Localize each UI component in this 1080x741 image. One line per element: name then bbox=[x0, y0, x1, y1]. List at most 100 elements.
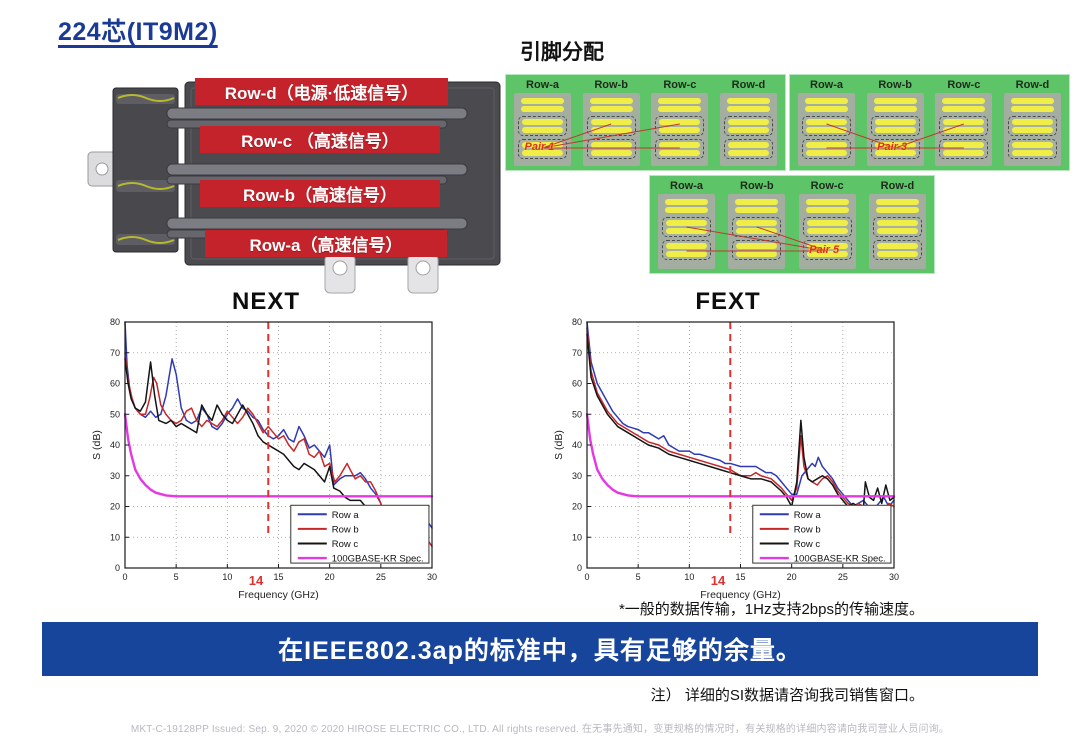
pin-bar bbox=[666, 251, 707, 257]
legend-label: 100GBASE-KR Spec. bbox=[332, 554, 424, 565]
pin-strip bbox=[651, 93, 709, 166]
x-tick-label: 25 bbox=[376, 572, 386, 582]
pin-bar bbox=[736, 243, 778, 249]
pin-pair-box bbox=[723, 116, 773, 136]
pin-panel-pair-5: Row-a Row-b Row-c Row-d Pair 5 bbox=[649, 175, 935, 274]
pin-bar bbox=[806, 220, 848, 226]
pin-bar bbox=[659, 150, 701, 156]
y-axis-label: S (dB) bbox=[91, 430, 103, 460]
pin-pair-box bbox=[872, 240, 922, 260]
pin-bar bbox=[876, 220, 918, 226]
pin-bar bbox=[806, 119, 847, 125]
y-tick-label: 50 bbox=[110, 409, 120, 419]
pin-bar bbox=[590, 142, 632, 148]
legend-label: Row c bbox=[332, 539, 359, 550]
pin-column-label: Row-a bbox=[810, 79, 843, 91]
pin-bar bbox=[806, 127, 847, 133]
pin-bar bbox=[521, 98, 564, 104]
pin-pair-box bbox=[939, 139, 989, 159]
pin-bar bbox=[522, 127, 563, 133]
pin-bar bbox=[1011, 119, 1053, 125]
pin-pair-box bbox=[732, 217, 782, 237]
legend-label: Row b bbox=[332, 524, 359, 535]
pin-strip bbox=[582, 93, 640, 166]
pin-bar bbox=[1011, 127, 1053, 133]
pin-bar bbox=[727, 142, 769, 148]
pin-bar bbox=[727, 150, 769, 156]
pair-label: Pair 3 bbox=[877, 141, 908, 153]
x-tick-label: 0 bbox=[584, 572, 589, 582]
pin-top-group bbox=[803, 197, 852, 214]
pin-bar bbox=[658, 98, 702, 104]
pin-bar bbox=[726, 106, 770, 112]
x-tick-label: 30 bbox=[427, 572, 437, 582]
pin-bar bbox=[659, 127, 701, 133]
series-line-row-b bbox=[124, 352, 386, 532]
pin-strip bbox=[866, 93, 924, 166]
pin-bar bbox=[522, 150, 563, 156]
pin-top-group bbox=[802, 96, 851, 113]
y-tick-label: 30 bbox=[572, 471, 582, 481]
x-axis-label: Frequency (GHz) bbox=[238, 589, 319, 601]
x-tick-label: 20 bbox=[325, 572, 335, 582]
pin-bar bbox=[590, 127, 632, 133]
pin-bar bbox=[874, 127, 916, 133]
y-tick-label: 50 bbox=[572, 409, 582, 419]
page-title: 224芯(IT9M2) bbox=[58, 18, 218, 46]
pin-bar bbox=[806, 150, 847, 156]
y-axis-label: S (dB) bbox=[553, 430, 565, 460]
y-tick-label: 0 bbox=[115, 563, 120, 573]
next-chart-title: NEXT bbox=[231, 288, 300, 315]
y-tick-label: 80 bbox=[110, 317, 120, 327]
x-tick-label: 10 bbox=[222, 572, 232, 582]
marker-label-14: 14 bbox=[249, 573, 264, 588]
pin-bar bbox=[590, 119, 632, 125]
pin-strip bbox=[935, 93, 993, 166]
y-tick-label: 60 bbox=[110, 379, 120, 389]
marker-label-14: 14 bbox=[711, 573, 726, 588]
pin-top-group bbox=[873, 197, 922, 214]
x-tick-label: 5 bbox=[174, 572, 179, 582]
pin-bar bbox=[805, 199, 849, 205]
row-label-c: Row-c （高速信号） bbox=[200, 126, 440, 153]
x-tick-label: 5 bbox=[636, 572, 641, 582]
legend-box bbox=[752, 504, 892, 564]
pin-strip bbox=[728, 194, 786, 269]
pin-pair-box bbox=[723, 139, 773, 159]
row-label-d: Row-d（电源·低速信号） bbox=[195, 78, 448, 105]
pin-column-label: Row-d bbox=[1015, 79, 1050, 91]
pin-bar bbox=[1011, 150, 1053, 156]
pin-pair-box bbox=[802, 139, 851, 159]
pin-pair-box bbox=[586, 116, 636, 136]
pin-bar bbox=[735, 207, 779, 213]
pin-pair-box bbox=[732, 240, 782, 260]
x-tick-label: 0 bbox=[122, 572, 127, 582]
pin-bar bbox=[658, 106, 702, 112]
pin-bar bbox=[726, 98, 770, 104]
series-line-100gbase-kr-spec- bbox=[123, 413, 434, 498]
pin-bar bbox=[942, 98, 986, 104]
pin-top-group bbox=[939, 96, 988, 113]
pin-pair-box bbox=[939, 116, 989, 136]
pin-column-label: Row-c bbox=[663, 79, 697, 91]
pin-column-label: Row-d bbox=[731, 79, 766, 91]
pin-bar bbox=[665, 199, 708, 205]
pin-pair-box bbox=[655, 116, 705, 136]
x-tick-label: 15 bbox=[735, 572, 745, 582]
y-tick-label: 60 bbox=[572, 379, 582, 389]
pin-bar bbox=[659, 142, 701, 148]
pin-bar bbox=[727, 127, 769, 133]
pin-strip bbox=[658, 194, 715, 269]
pin-strip bbox=[719, 93, 777, 166]
y-tick-label: 20 bbox=[110, 502, 120, 512]
pin-column-label: Row-c bbox=[947, 79, 981, 91]
pin-column-row-a: Row-a bbox=[658, 179, 715, 269]
legend-label: Row b bbox=[794, 524, 821, 535]
legend-label: Row a bbox=[794, 510, 822, 521]
pin-pair-box bbox=[662, 240, 711, 260]
pin-bar bbox=[590, 150, 632, 156]
pin-bar bbox=[876, 228, 918, 234]
pin-top-group bbox=[871, 96, 920, 113]
pin-strip bbox=[798, 194, 856, 269]
